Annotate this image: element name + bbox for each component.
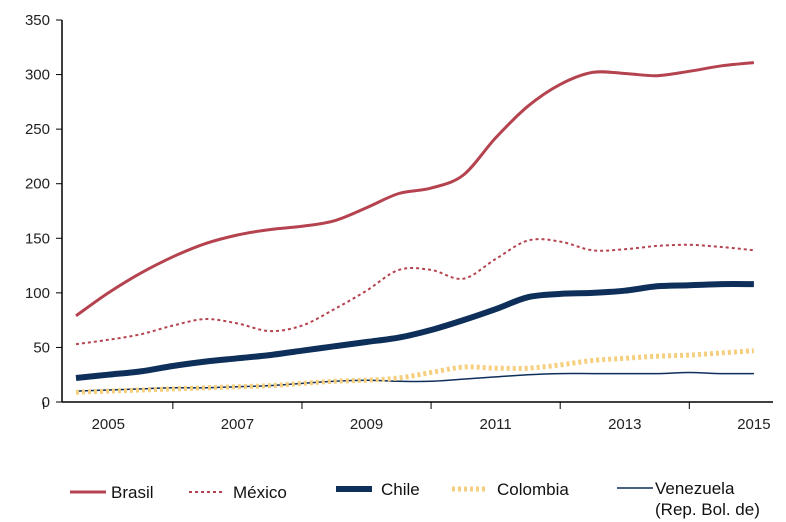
series-line-brasil xyxy=(75,61,755,318)
legend-label-brasil: Brasil xyxy=(111,483,154,502)
y-tick-label: 100 xyxy=(25,285,50,302)
y-tick-label: 50 xyxy=(33,339,50,356)
legend: Brasil México Chile Colombia Venezuela (… xyxy=(70,479,760,519)
series-line-chile xyxy=(75,281,754,381)
series-line-mexico xyxy=(75,238,755,346)
x-tick-label: 2005 xyxy=(92,416,125,433)
y-tick-label: 350 xyxy=(25,12,50,29)
axes: 0 50 100 150 200 250 300 350 2005 2007 2009 2011 201… xyxy=(25,12,773,433)
series-line-colombia xyxy=(75,348,755,395)
legend-label-venezuela-sub: (Rep. Bol. de) xyxy=(655,500,760,519)
x-tick-label: 2007 xyxy=(221,416,254,433)
legend-label-mexico: México xyxy=(233,483,287,502)
series-line-venezuela xyxy=(75,371,754,392)
legend-label-colombia: Colombia xyxy=(497,480,569,499)
y-tick-label: 0 xyxy=(42,394,50,411)
y-tick-label: 200 xyxy=(25,176,50,193)
x-tick-label: 2013 xyxy=(608,416,641,433)
x-tick-label: 2015 xyxy=(737,416,770,433)
legend-item-mexico: México xyxy=(189,483,287,502)
y-tick-label: 250 xyxy=(25,121,50,138)
y-tick-label: 300 xyxy=(25,67,50,84)
legend-item-brasil: Brasil xyxy=(70,483,154,502)
y-tick-label: 150 xyxy=(25,230,50,247)
legend-label-chile: Chile xyxy=(381,480,420,499)
legend-item-colombia: Colombia xyxy=(452,480,569,499)
legend-item-chile: Chile xyxy=(336,480,420,499)
x-tick-label: 2011 xyxy=(480,416,512,433)
plot-area xyxy=(75,61,755,395)
x-tick-label: 2009 xyxy=(350,416,383,433)
legend-label-venezuela: Venezuela xyxy=(655,479,735,498)
legend-item-venezuela: Venezuela (Rep. Bol. de) xyxy=(617,479,760,519)
